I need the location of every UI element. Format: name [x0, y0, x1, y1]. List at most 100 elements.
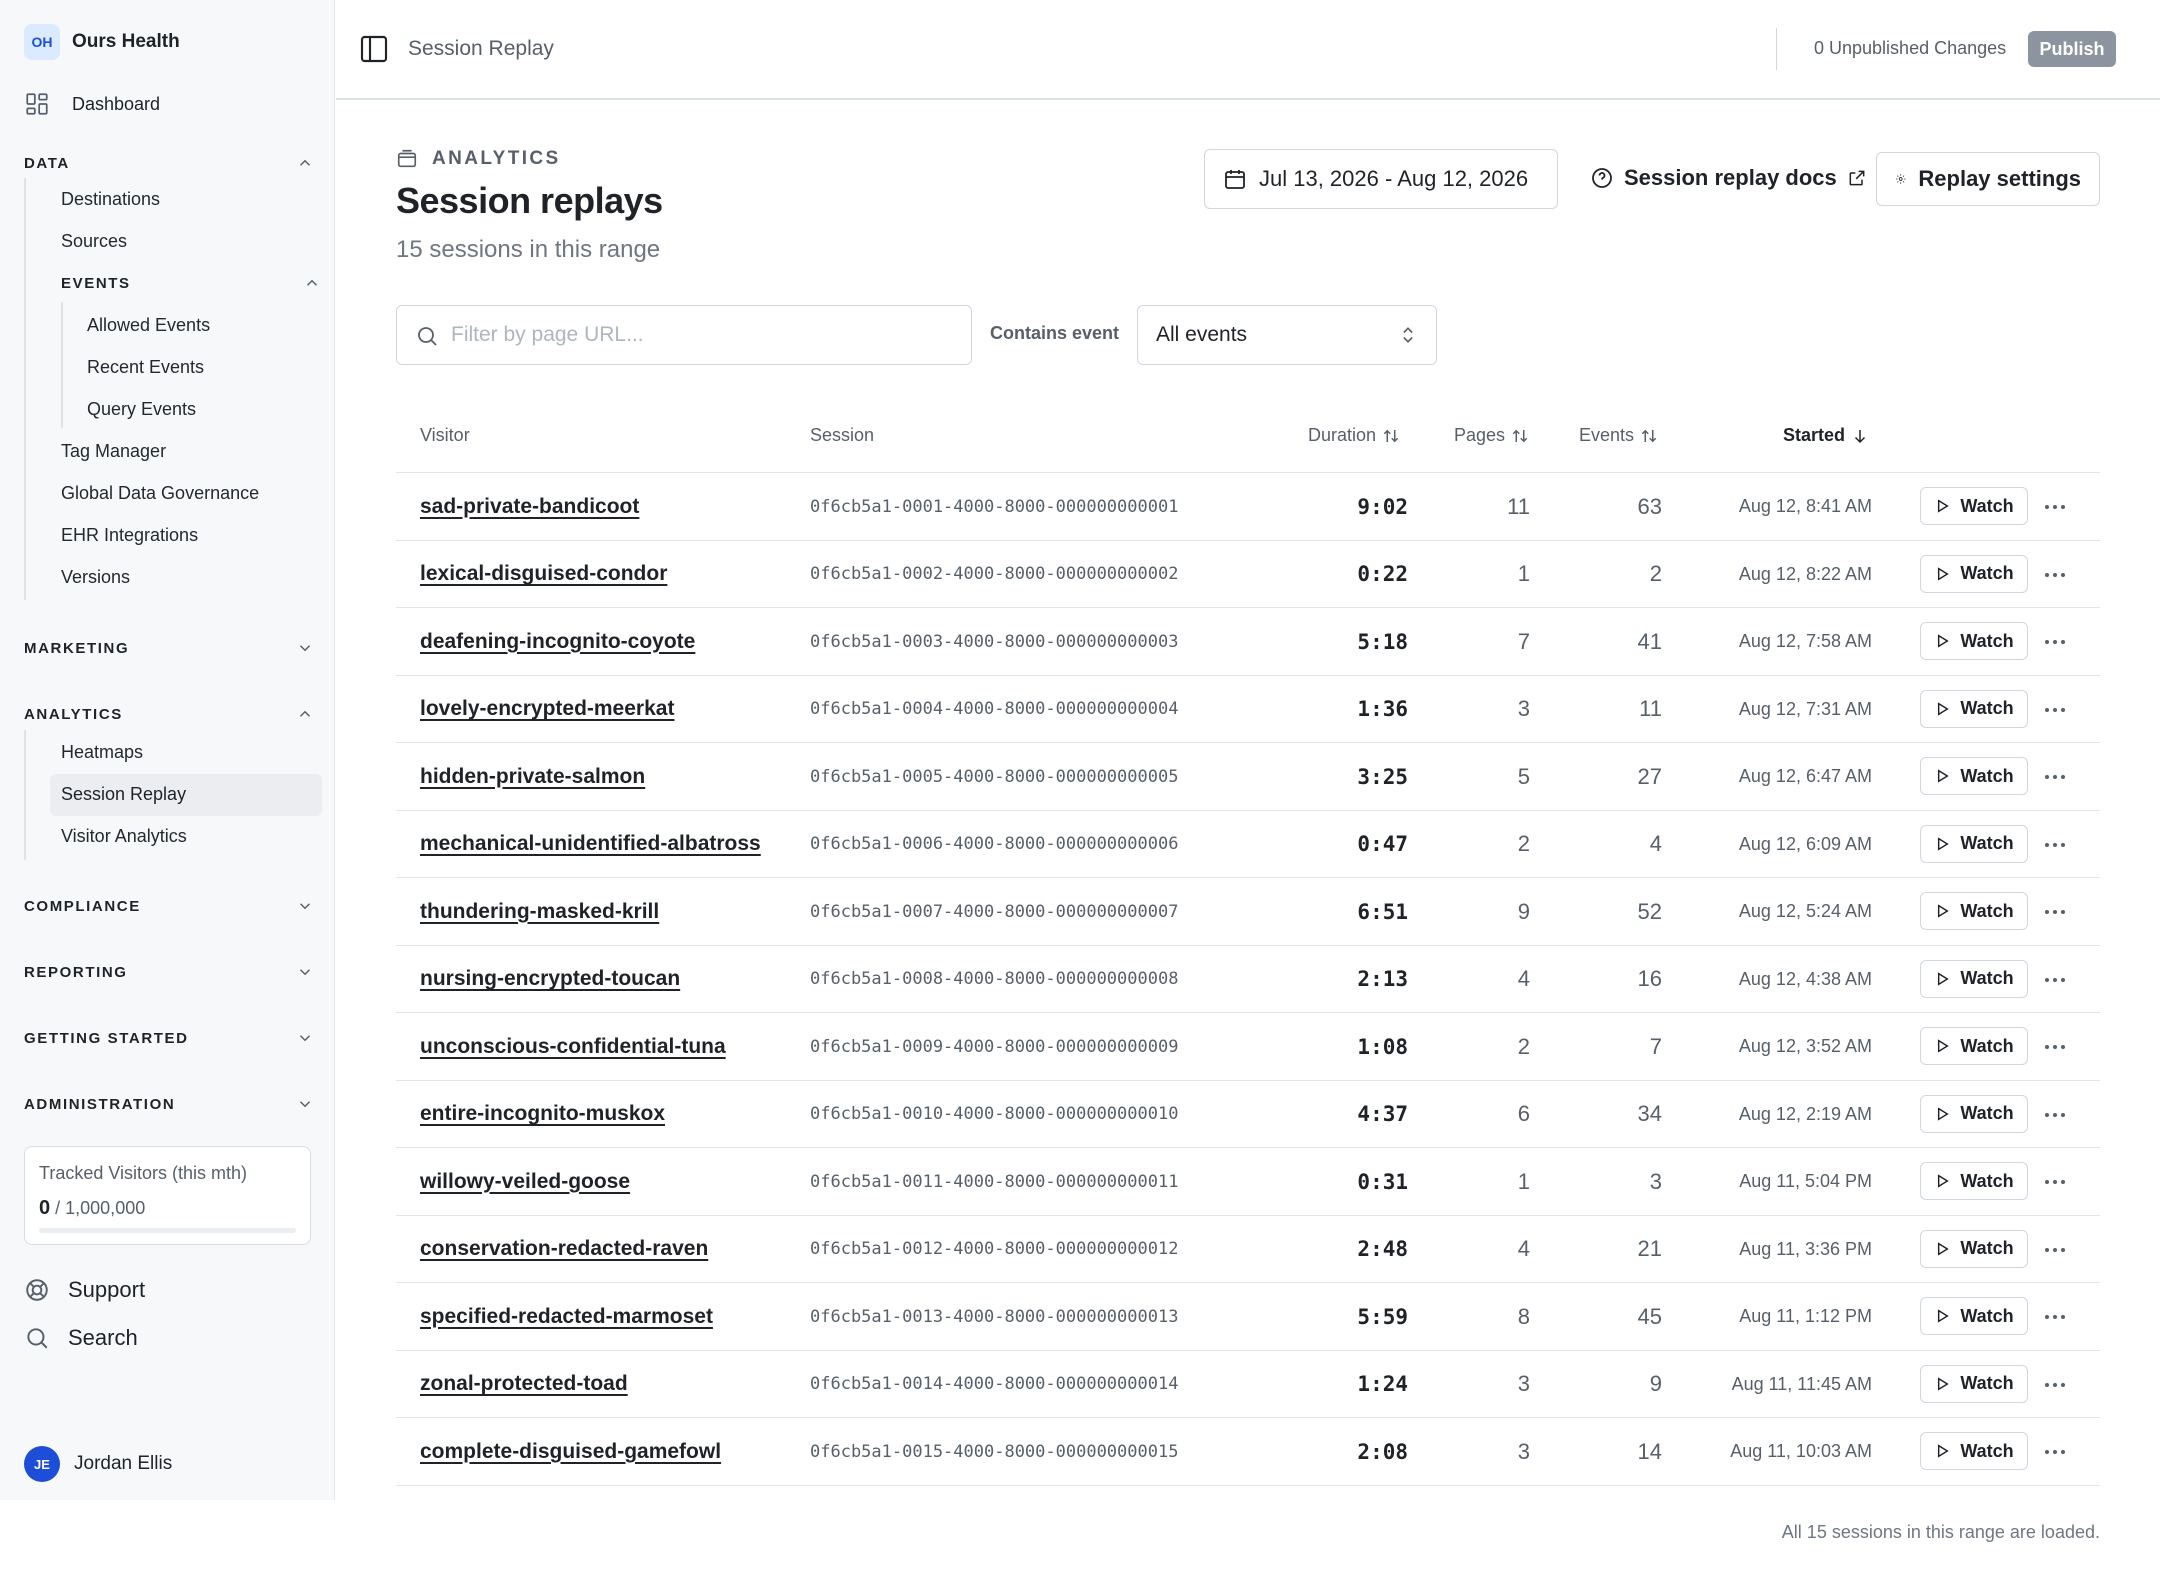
- sidebar-item-destinations[interactable]: Destinations: [61, 189, 161, 209]
- row-more-button[interactable]: [2041, 1035, 2069, 1059]
- section-analytics[interactable]: ANALYTICS: [24, 702, 314, 726]
- section-compliance[interactable]: COMPLIANCE: [24, 894, 314, 918]
- row-more-button[interactable]: [2041, 1103, 2069, 1127]
- visitor-link[interactable]: willowy-veiled-goose: [420, 1169, 631, 1193]
- section-events[interactable]: EVENTS: [61, 274, 321, 292]
- watch-button[interactable]: Watch: [1920, 959, 2028, 998]
- sidebar-item-session-replay[interactable]: Session Replay: [61, 784, 187, 804]
- event-select[interactable]: All events: [1137, 305, 1437, 365]
- row-more-button[interactable]: [2041, 1170, 2069, 1194]
- visitor-link[interactable]: zonal-protected-toad: [420, 1372, 628, 1395]
- user-menu[interactable]: JE Jordan Ellis: [24, 1446, 172, 1482]
- watch-button[interactable]: Watch: [1920, 1094, 2028, 1133]
- events-count: 2: [1649, 561, 1662, 586]
- sort-icon: [1383, 429, 1399, 442]
- sidebar-item-global-data-governance[interactable]: Global Data Governance: [61, 483, 260, 503]
- row-more-button[interactable]: [2041, 1373, 2069, 1397]
- row-more-button[interactable]: [2041, 698, 2069, 722]
- page-title: Session replays: [396, 180, 663, 221]
- sidebar-item-visitor-analytics[interactable]: Visitor Analytics: [61, 826, 187, 846]
- row-more-button[interactable]: [2041, 563, 2069, 587]
- visitor-link[interactable]: complete-disguised-gamefowl: [420, 1439, 722, 1463]
- visitor-link[interactable]: thundering-masked-krill: [420, 899, 660, 923]
- watch-label: Watch: [1960, 1440, 2014, 1461]
- visitor-link[interactable]: hidden-private-salmon: [420, 764, 646, 788]
- play-icon: [1938, 904, 1950, 918]
- play-icon: [1938, 1309, 1950, 1323]
- watch-button[interactable]: Watch: [1920, 1027, 2028, 1065]
- visitor-link[interactable]: sad-private-bandicoot: [420, 494, 640, 518]
- session-id: 0f6cb5a1-0010-4000-8000-000000000010: [810, 1104, 1179, 1124]
- date-range-button[interactable]: Jul 13, 2026 - Aug 12, 2026: [1204, 149, 1558, 209]
- sidebar-item-tag-manager[interactable]: Tag Manager: [61, 441, 167, 461]
- table-row: mechanical-unidentified-albatross 0f6cb5…: [396, 811, 2100, 878]
- pages-count: 2: [1517, 831, 1530, 856]
- watch-button[interactable]: Watch: [1920, 757, 2028, 795]
- watch-button[interactable]: Watch: [1920, 892, 2028, 930]
- sidebar-item-recent-events[interactable]: Recent Events: [87, 357, 205, 377]
- row-more-button[interactable]: [2041, 1440, 2069, 1464]
- events-count: 21: [1637, 1236, 1662, 1261]
- duration: 1:08: [1357, 1034, 1408, 1059]
- visitor-link[interactable]: entire-incognito-muskox: [420, 1102, 666, 1125]
- row-more-button[interactable]: [2041, 833, 2069, 857]
- section-administration[interactable]: ADMINISTRATION: [24, 1092, 314, 1116]
- visitor-link[interactable]: deafening-incognito-coyote: [420, 629, 696, 653]
- watch-button[interactable]: Watch: [1920, 1162, 2028, 1200]
- section-marketing[interactable]: MARKETING: [24, 636, 314, 660]
- section-reporting[interactable]: REPORTING: [24, 960, 314, 984]
- row-more-button[interactable]: [2041, 1305, 2069, 1329]
- support-link[interactable]: Support: [24, 1277, 145, 1303]
- url-filter[interactable]: [396, 305, 972, 365]
- sidebar-item-versions[interactable]: Versions: [61, 567, 131, 587]
- sidebar-item-sources[interactable]: Sources: [61, 231, 128, 251]
- watch-button[interactable]: Watch: [1920, 554, 2028, 593]
- column-events[interactable]: Events: [1579, 425, 1658, 446]
- watch-button[interactable]: Watch: [1920, 824, 2028, 863]
- support-label: Support: [68, 1277, 146, 1302]
- watch-button[interactable]: Watch: [1920, 689, 2028, 728]
- visitor-link[interactable]: specified-redacted-marmoset: [420, 1304, 713, 1328]
- watch-button[interactable]: Watch: [1920, 1297, 2028, 1335]
- row-more-button[interactable]: [2041, 630, 2069, 654]
- watch-button[interactable]: Watch: [1920, 487, 2028, 525]
- publish-button[interactable]: Publish: [2028, 31, 2116, 67]
- row-more-button[interactable]: [2041, 1238, 2069, 1262]
- visitor-link[interactable]: lovely-encrypted-meerkat: [420, 697, 675, 720]
- events-count: 3: [1649, 1168, 1662, 1194]
- sidebar-item-ehr-integrations[interactable]: EHR Integrations: [61, 525, 199, 545]
- brand[interactable]: OH Ours Health: [24, 24, 180, 60]
- section-data[interactable]: DATA: [24, 151, 314, 175]
- column-duration[interactable]: Duration: [1308, 425, 1400, 446]
- events-count: 34: [1637, 1101, 1662, 1126]
- column-pages[interactable]: Pages: [1454, 425, 1529, 446]
- search-input[interactable]: [451, 318, 951, 352]
- visitor-link[interactable]: conservation-redacted-raven: [420, 1237, 709, 1260]
- duration: 0:47: [1357, 832, 1408, 856]
- row-more-button[interactable]: [2041, 495, 2069, 519]
- replay-settings-button[interactable]: Replay settings: [1876, 152, 2100, 206]
- row-more-button[interactable]: [2041, 900, 2069, 924]
- row-more-button[interactable]: [2041, 765, 2069, 789]
- visitor-link[interactable]: lexical-disguised-condor: [420, 562, 668, 585]
- sessions-table: Visitor Session Duration Pages Events St…: [396, 405, 2100, 1486]
- row-more-button[interactable]: [2041, 968, 2069, 992]
- column-started[interactable]: Started: [1783, 425, 1869, 446]
- watch-button[interactable]: Watch: [1920, 1229, 2028, 1268]
- sidebar-item-query-events[interactable]: Query Events: [87, 399, 197, 419]
- session-replay-docs-link[interactable]: Session replay docs: [1590, 150, 1867, 206]
- search-link[interactable]: Search: [24, 1325, 138, 1351]
- visitor-link[interactable]: mechanical-unidentified-albatross: [420, 832, 761, 855]
- watch-button[interactable]: Watch: [1920, 1364, 2028, 1403]
- section-getting-started[interactable]: GETTING STARTED: [24, 1026, 314, 1050]
- sidebar-toggle-icon[interactable]: [358, 33, 390, 65]
- sidebar-item-heatmaps[interactable]: Heatmaps: [61, 742, 144, 762]
- watch-button[interactable]: Watch: [1920, 1432, 2028, 1470]
- sidebar-item-dashboard[interactable]: Dashboard: [24, 91, 160, 117]
- watch-label: Watch: [1960, 765, 2014, 786]
- visitor-link[interactable]: nursing-encrypted-toucan: [420, 967, 681, 990]
- visitor-link[interactable]: unconscious-confidential-tuna: [420, 1034, 726, 1058]
- watch-button[interactable]: Watch: [1920, 622, 2028, 660]
- page-subtitle: 15 sessions in this range: [396, 236, 661, 263]
- sidebar-item-allowed-events[interactable]: Allowed Events: [87, 315, 211, 335]
